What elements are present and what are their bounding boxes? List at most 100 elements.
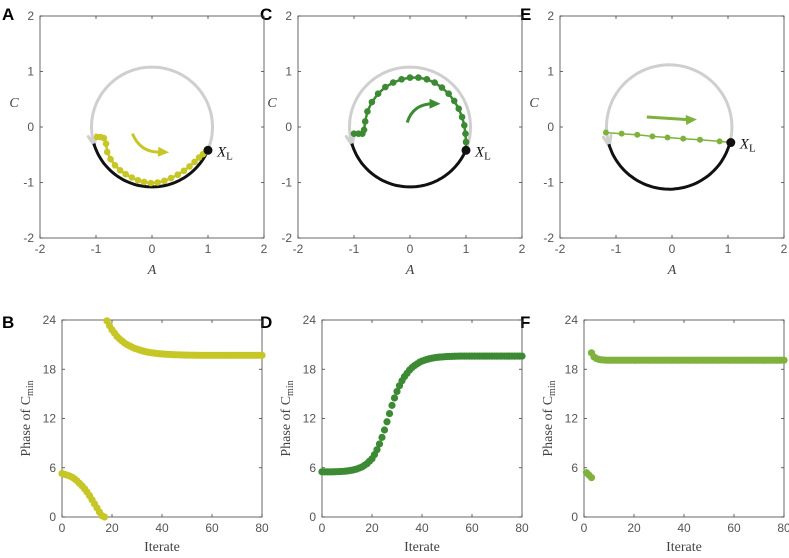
direction-arrow [131, 133, 163, 154]
data-point [100, 513, 109, 521]
data-point-interp [515, 352, 524, 360]
data-point [380, 426, 389, 434]
x-tick-label: 2 [781, 242, 788, 256]
phase-plot-b: 0 20 40 60 80 0 6 12 18 24 Iterate Phase of Cmin [19, 313, 269, 555]
panel-letter-c: C [260, 5, 272, 24]
trajectory-point [180, 167, 188, 175]
data-point-interp [665, 356, 673, 364]
trajectory-point [374, 90, 382, 97]
direction-arrowhead [685, 115, 697, 126]
trajectory-point [103, 148, 111, 156]
data-point-interp [218, 351, 226, 359]
y-tick-label: 18 [43, 362, 57, 376]
data-point-interp [365, 457, 374, 465]
y-tick-label: 18 [565, 362, 579, 376]
limit-cycle-black-arc [607, 141, 732, 191]
phase-plane-c: -2 -1 0 1 2 -2 -1 0 1 2 A C XL [267, 9, 525, 278]
y-tick-label: 0 [27, 120, 34, 134]
trajectory-point [107, 155, 114, 163]
phase-plot-f: 0 20 40 60 80 0 6 12 18 24 Iterate Phase of Cmin [541, 313, 789, 555]
x-tick-label: -1 [91, 242, 102, 256]
x-tick-label: 0 [669, 242, 676, 256]
data-point-interp [622, 356, 631, 364]
trajectory-point [634, 131, 641, 138]
data-point-interp [715, 356, 723, 364]
data-point-interp [453, 352, 461, 360]
data-point [393, 387, 401, 396]
phase-plot-d: 0 20 40 60 80 0 6 12 18 24 Iterate Phase of Cmin [279, 313, 529, 555]
trajectory-point [147, 179, 155, 187]
x-tick-label: 40 [677, 521, 691, 535]
y-axis-label: C [267, 96, 277, 111]
trajectory-point [438, 84, 446, 91]
x-axis-label: A [667, 263, 677, 278]
x-axis-label: A [147, 263, 157, 278]
y-tick-label: -1 [23, 176, 34, 190]
trajectory-point [602, 129, 609, 136]
x-tick-label: 1 [205, 242, 212, 256]
data-point-interp [230, 351, 239, 359]
x-tick-label: 40 [415, 521, 429, 535]
fixed-point-label: XL [739, 137, 756, 155]
data-point [375, 440, 384, 448]
phase-plane-e: -2 -1 0 1 2 -2 -1 0 1 2 A C XL [529, 9, 787, 278]
y-axis-label: C [9, 96, 19, 111]
data-point-interp [607, 356, 616, 364]
panel-letter-f: F [520, 313, 530, 332]
data-point-interp [765, 356, 773, 364]
trajectory-point [154, 179, 161, 186]
y-tick-label: -1 [543, 176, 554, 190]
data-point [373, 446, 381, 454]
x-tick-label: 80 [777, 521, 789, 535]
limit-cycle-black-arc [350, 143, 468, 189]
trajectory-point [134, 176, 142, 184]
y-axis-label-main: Phase of C [541, 396, 556, 457]
data-point [378, 433, 386, 441]
x-tick-label: 0 [581, 521, 588, 535]
trajectory-point [406, 74, 414, 81]
trajectory-point [361, 118, 369, 125]
x-tick-label: 80 [255, 521, 269, 535]
y-axis-label-main: Phase of C [19, 396, 34, 457]
x-tick-label: -1 [349, 242, 360, 256]
plot-frame [61, 319, 263, 518]
x-tick-label: 2 [519, 242, 526, 256]
y-axis-label-sub: min [547, 380, 558, 396]
x-axis-label: Iterate [404, 540, 440, 555]
x-tick-label: 2 [261, 242, 268, 256]
data-point-interp [690, 356, 698, 364]
data-point-interp [243, 351, 251, 359]
plot-frame [321, 319, 523, 518]
plot-frame [297, 15, 523, 239]
panel-letter-b: B [2, 313, 14, 332]
x-tick-label: 60 [465, 521, 479, 535]
trajectory-point [174, 171, 182, 179]
trajectory-point [445, 90, 452, 97]
x-tick-label: 0 [407, 242, 414, 256]
fixed-point-marker [726, 138, 736, 148]
trajectory-point [415, 74, 422, 81]
direction-arrowhead [429, 98, 441, 109]
trajectory-point [102, 140, 110, 147]
panel-letter-a: A [2, 5, 14, 24]
trajectory-point [116, 166, 124, 174]
trajectory-point [161, 177, 168, 185]
data-point-interp [617, 356, 626, 364]
plot-frame [559, 15, 785, 239]
limit-cycle-black-arc [92, 143, 210, 189]
x-tick-label: -2 [555, 242, 566, 256]
fixed-point-label-sub: L [749, 143, 756, 155]
y-tick-label: -2 [543, 231, 554, 245]
data-point-interp [752, 356, 761, 364]
x-tick-label: 0 [59, 521, 66, 535]
data-point-interp [503, 352, 511, 360]
phase-plane-a: -2 -1 0 1 2 -2 -1 0 1 2 A C XL [9, 9, 267, 278]
trajectory-point [100, 134, 108, 142]
trajectory-point [111, 161, 119, 169]
y-tick-label: 0 [547, 120, 554, 134]
y-tick-label: 12 [303, 412, 317, 426]
plot-frame [583, 319, 785, 518]
data-point-interp [677, 356, 686, 364]
y-axis-label: Phase of Cmin [541, 380, 558, 456]
direction-arrowhead [157, 146, 170, 157]
